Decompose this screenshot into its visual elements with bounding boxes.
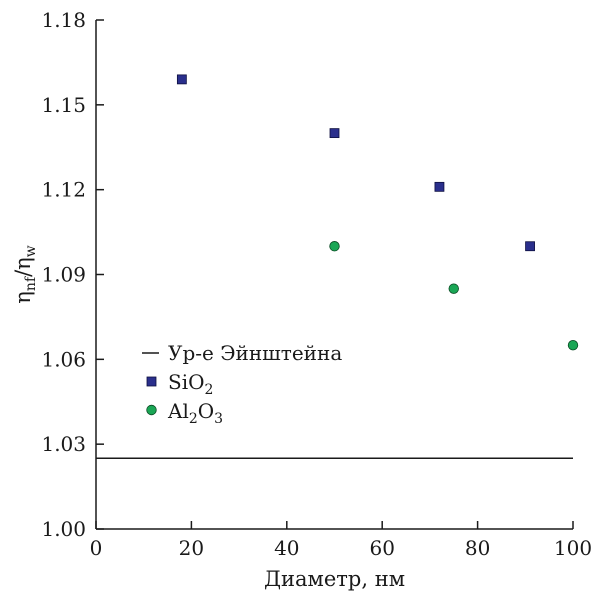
x-tick-label: 0 <box>90 536 103 560</box>
legend-square-swatch <box>146 376 157 387</box>
x-tick-label: 20 <box>179 536 204 560</box>
x-axis-title: Диаметр, нм <box>264 567 405 591</box>
legend-label-al2o3: Al2O3 <box>167 399 223 427</box>
y-tick-label: 1.12 <box>41 178 86 202</box>
sio2-point <box>329 128 340 139</box>
y-tick-label: 1.18 <box>41 8 86 32</box>
al2o3-point <box>567 339 579 351</box>
legend-circle-swatch <box>146 404 157 416</box>
legend-label-einstein: Ур-е Эйнштейна <box>168 341 342 365</box>
y-tick-label: 1.00 <box>41 517 86 541</box>
sio2-point <box>525 241 535 252</box>
y-tick-label: 1.09 <box>41 263 86 287</box>
x-tick-labels: 0 20 40 60 80 100 <box>90 536 592 560</box>
y-tick-labels: 1.00 1.03 1.06 1.09 1.12 1.15 1.18 <box>41 8 86 541</box>
legend-label-sio2: SiO2 <box>168 370 213 398</box>
x-tick-label: 60 <box>369 536 394 560</box>
x-tick-label: 40 <box>274 536 299 560</box>
y-tick-label: 1.06 <box>41 347 86 371</box>
x-tick-label: 100 <box>554 536 592 560</box>
sio2-point <box>434 181 445 192</box>
y-tick-label: 1.03 <box>41 432 86 456</box>
y-axis-title: ηnf/ηw <box>11 245 39 303</box>
x-tick-label: 80 <box>465 536 490 560</box>
axis-ticks <box>95 19 574 530</box>
data-points <box>176 74 579 351</box>
al2o3-point <box>448 283 459 294</box>
legend: Ур-е Эйнштейна SiO2 Al2O3 <box>142 341 342 427</box>
y-tick-label: 1.15 <box>41 93 86 117</box>
al2o3-point <box>329 241 340 252</box>
sio2-point <box>176 74 187 85</box>
